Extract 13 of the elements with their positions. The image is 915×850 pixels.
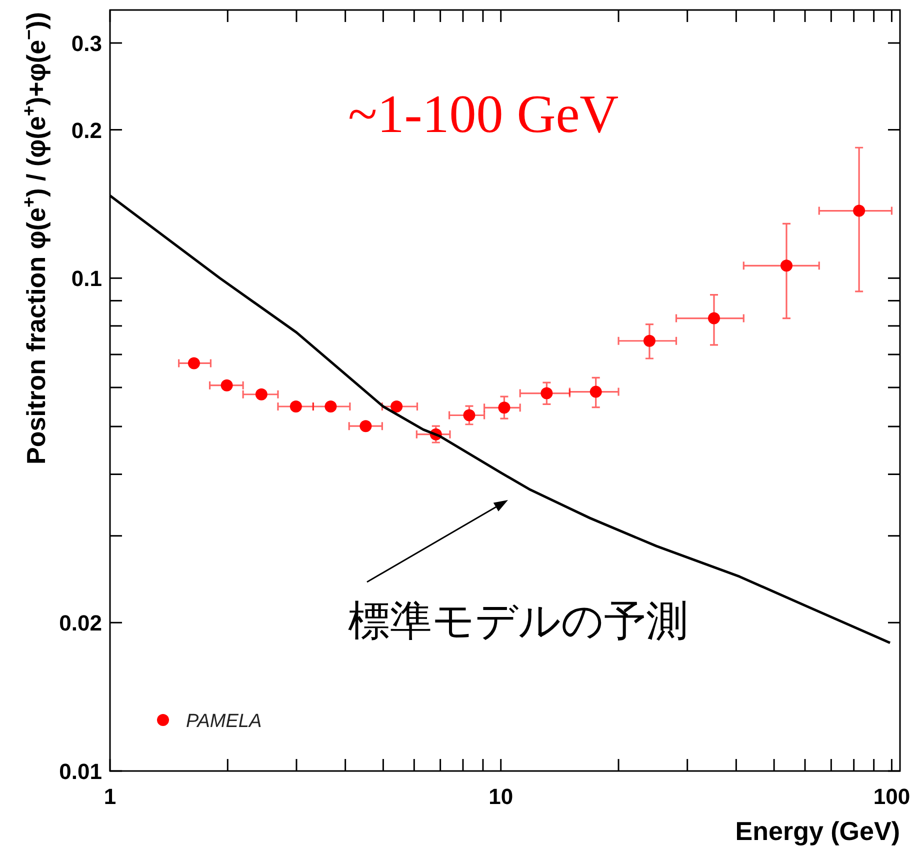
y-tick-label: 0.01 [59,759,102,784]
legend-label: PAMELA [186,711,262,732]
legend: PAMELA [157,711,262,732]
y-tick-label: 0.2 [71,118,102,143]
x-tick-label: 1 [104,784,116,809]
x-tick-label: 10 [488,784,514,809]
annotation: 標準モデルの予測 [348,596,688,645]
x-tick-label: 100 [873,784,910,809]
y-tick-label: 0.02 [59,610,102,636]
y-tick-label: 0.1 [71,266,102,292]
x-axis-title: Energy (GeV) [735,816,900,846]
annotation: ~1-100 GeV [348,84,619,144]
y-tick-label: 0.3 [71,30,102,56]
